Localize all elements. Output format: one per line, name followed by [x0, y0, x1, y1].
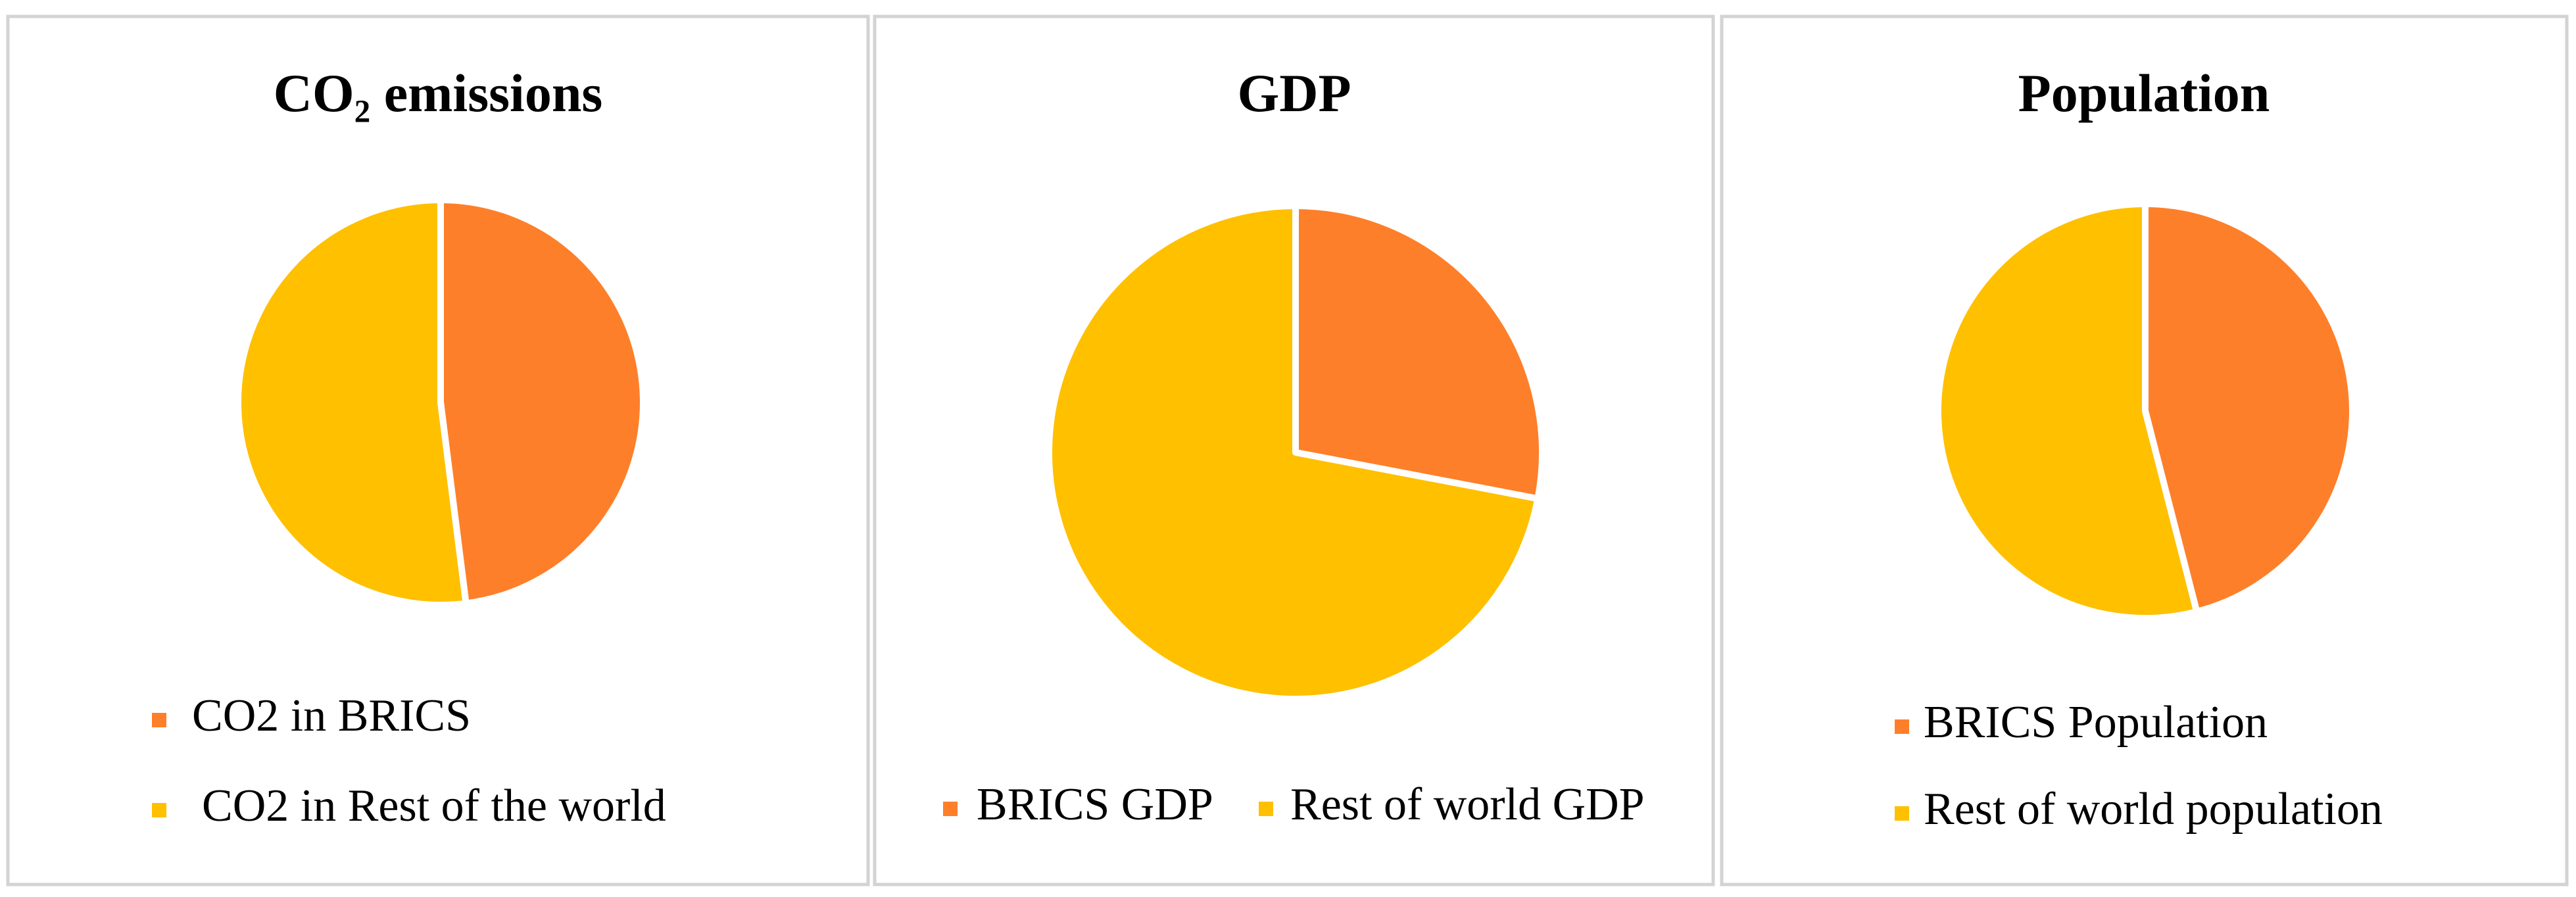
chart-title: Population — [2018, 63, 2270, 123]
legend-marker — [1895, 806, 1909, 821]
panel — [873, 14, 1715, 886]
legend-label: CO2 in BRICS — [192, 691, 471, 741]
legend-marker — [152, 803, 166, 817]
legend-marker — [943, 802, 958, 816]
pie-slice — [1935, 201, 2200, 621]
pie-slice — [1292, 203, 1545, 502]
pie-slice — [2142, 201, 2356, 616]
legend-label: Rest of world GDP — [1290, 779, 1645, 830]
pie-slice — [1046, 203, 1542, 702]
legend-marker — [1895, 719, 1909, 734]
pie-slice — [235, 197, 470, 608]
legend-marker — [152, 713, 166, 727]
panel — [1720, 14, 2569, 886]
pie-slice — [437, 197, 646, 607]
legend-label: Rest of world population — [1924, 784, 2383, 835]
panel — [6, 14, 870, 886]
legend-label: BRICS Population — [1924, 697, 2268, 748]
legend-label: BRICS GDP — [977, 779, 1213, 830]
legend-marker — [1259, 802, 1273, 816]
chart-title: CO₂ emissions — [274, 63, 603, 123]
legend-label: CO2 in Rest of the world — [202, 781, 666, 831]
chart-title: GDP — [1237, 63, 1351, 123]
